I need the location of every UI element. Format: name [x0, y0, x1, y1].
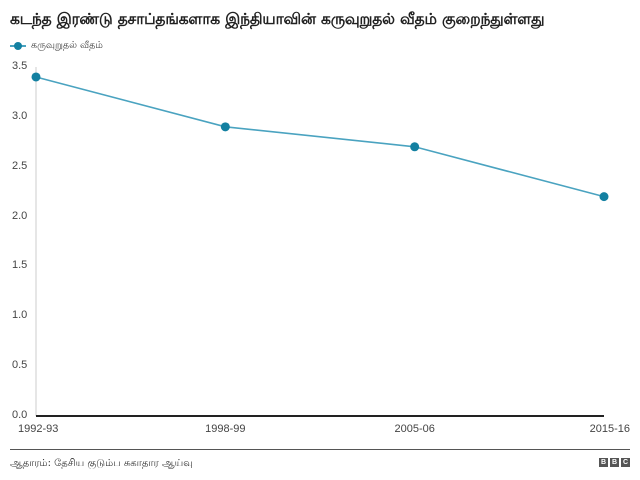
series-fertility-rate — [31, 72, 609, 202]
y-tick-label: 1.0 — [12, 309, 28, 322]
x-tick-label: 1998-99 — [205, 423, 246, 435]
y-tick-label: 2.0 — [12, 209, 28, 222]
bbc-logo-letter: B — [610, 458, 619, 467]
data-point[interactable] — [31, 72, 41, 82]
chart-title: கடந்த இரண்டு தசாப்தங்களாக இந்தியாவின் கர… — [10, 10, 545, 28]
x-tick-label: 1992-93 — [18, 423, 59, 435]
chart-legend: கருவுறுதல் வீதம் — [10, 39, 103, 53]
y-tick-label: 3.5 — [12, 60, 28, 72]
series-line — [35, 76, 605, 198]
y-tick-label: 1.5 — [12, 259, 28, 272]
footer-divider — [10, 449, 630, 450]
legend-marker-icon — [10, 41, 26, 51]
y-tick-label: 2.5 — [12, 159, 28, 172]
data-point[interactable] — [410, 142, 420, 152]
bbc-logo-letter: C — [621, 458, 630, 467]
y-tick-label: 0.0 — [12, 409, 28, 421]
bbc-logo-letter: B — [599, 458, 608, 467]
source-note: ஆதாரம்: தேசிய குடும்ப சுகாதார ஆய்வு — [10, 458, 193, 469]
bbc-logo: B B C — [599, 458, 630, 467]
legend-label: கருவுறுதல் வீதம் — [31, 40, 103, 51]
data-point[interactable] — [599, 192, 609, 202]
x-tick-label: 2015-16 — [589, 423, 630, 435]
y-tick-label: 0.5 — [12, 359, 28, 372]
data-point[interactable] — [220, 122, 230, 132]
y-tick-label: 3.0 — [12, 109, 28, 122]
x-tick-label: 2005-06 — [394, 423, 435, 435]
